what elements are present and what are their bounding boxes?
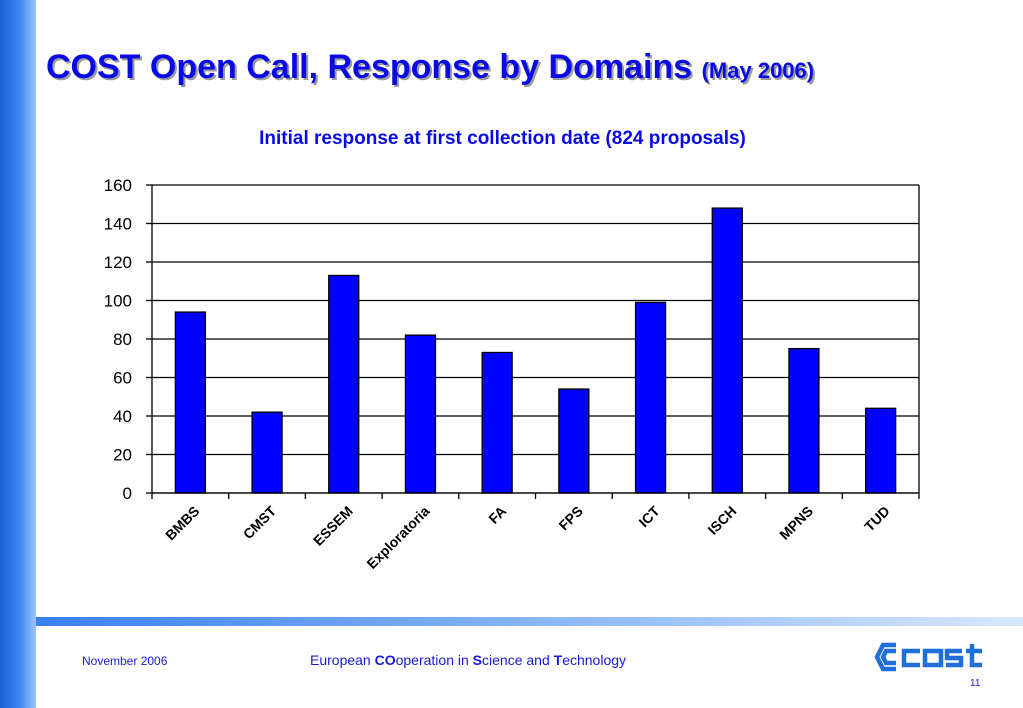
- footer-date: November 2006: [82, 654, 168, 668]
- y-tick-label: 120: [104, 253, 132, 272]
- bar-chart: 0 20 40 60 80 100 120 140 160 BMBS CMST ESSEM Explor…: [104, 176, 920, 572]
- y-tick-label: 0: [123, 484, 132, 503]
- bar: [711, 207, 743, 494]
- bars: [174, 207, 897, 494]
- footer-org-part: T: [553, 652, 563, 668]
- bar: [481, 351, 513, 494]
- x-tick-label: ISCH: [704, 503, 739, 538]
- footer-org-part: CO: [374, 652, 396, 668]
- slide-title-date: (May 2006): [701, 58, 815, 83]
- x-tick-label: TUD: [861, 503, 893, 535]
- bar: [558, 388, 590, 494]
- x-tick-label: BMBS: [162, 503, 202, 543]
- bar: [865, 407, 897, 494]
- slide-title-text: COST Open Call, Response by Domains: [46, 48, 693, 86]
- page-number: 11: [970, 678, 981, 689]
- x-tick-label: MPNS: [776, 503, 816, 543]
- y-tick-label: 80: [113, 330, 132, 349]
- bar: [788, 347, 820, 494]
- x-tick-label: FA: [485, 503, 509, 527]
- x-tick-label: ESSEM: [310, 503, 356, 549]
- bar: [251, 411, 283, 494]
- y-tick-label: 40: [113, 407, 132, 426]
- x-tick-label: ICT: [635, 502, 663, 530]
- footer-org-part: European: [310, 652, 375, 668]
- y-tick-label: 140: [104, 215, 132, 234]
- bar: [328, 274, 360, 494]
- x-tick-label: Exploratoria: [363, 503, 432, 572]
- footer-org-part: echnology: [562, 652, 627, 668]
- x-tick-label: CMST: [240, 502, 280, 542]
- bar: [174, 311, 207, 494]
- y-tick-label: 100: [104, 292, 132, 311]
- footer-org-part: cience and: [482, 652, 554, 668]
- left-accent-bar: [0, 0, 36, 708]
- y-tick-label: 160: [104, 176, 132, 195]
- slide-title: COST Open Call, Response by Domains (May…: [46, 48, 814, 87]
- y-tick-label: 60: [113, 369, 132, 388]
- axes: [146, 184, 920, 499]
- bar: [634, 301, 667, 494]
- footer-divider: [36, 617, 1023, 626]
- y-tick-label: 20: [113, 446, 132, 465]
- footer-org-part: S: [472, 652, 483, 668]
- chart-title: Initial response at first collection dat…: [0, 128, 1023, 150]
- cost-logo: [874, 642, 982, 672]
- bar: [404, 334, 437, 494]
- footer-org-part: operation in: [395, 652, 473, 668]
- chart-title-text: Initial response at first collection dat…: [259, 128, 746, 149]
- x-tick-label: FPS: [555, 503, 586, 534]
- footer-organisation: European COoperation in Science and Tech…: [310, 652, 626, 668]
